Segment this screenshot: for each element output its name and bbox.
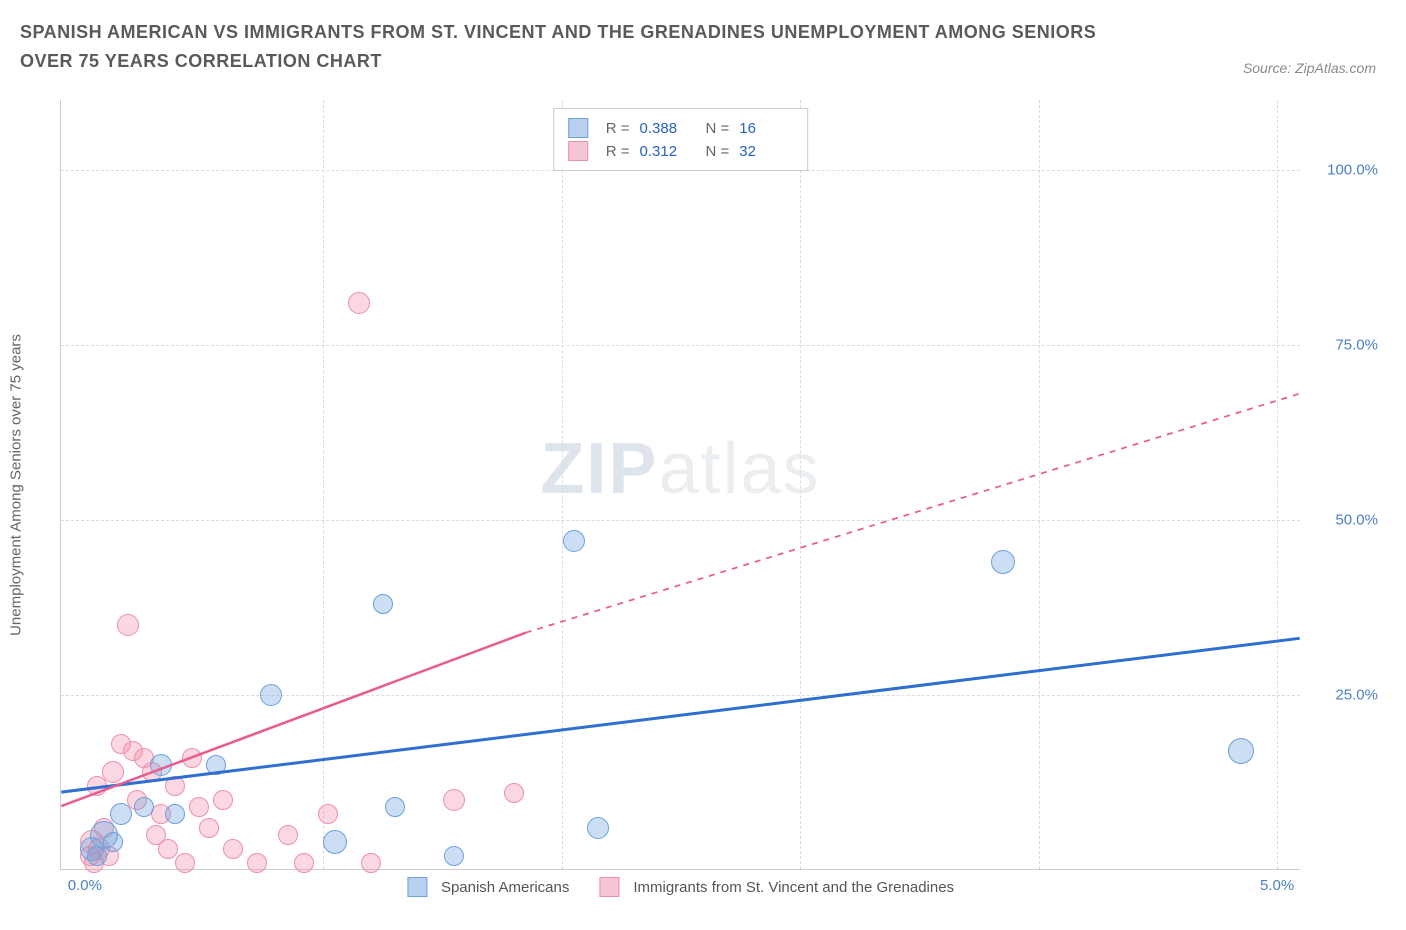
- swatch-series-0: [407, 877, 427, 897]
- scatter-point: [247, 853, 267, 873]
- n-value-1: 32: [739, 143, 793, 160]
- n-value-0: 16: [739, 120, 793, 137]
- swatch-series-1: [599, 877, 619, 897]
- gridline-vertical: [1039, 100, 1040, 869]
- gridline-vertical: [1277, 100, 1278, 869]
- scatter-point: [182, 748, 202, 768]
- scatter-point: [102, 761, 124, 783]
- scatter-point: [318, 804, 338, 824]
- y-tick-label: 25.0%: [1335, 687, 1378, 704]
- scatter-point: [103, 832, 123, 852]
- trend-line: [61, 633, 525, 806]
- scatter-point: [1228, 738, 1254, 764]
- gridline-horizontal: [61, 520, 1300, 521]
- scatter-point: [278, 825, 298, 845]
- scatter-point: [199, 818, 219, 838]
- r-value-0: 0.388: [640, 120, 694, 137]
- gridline-vertical: [323, 100, 324, 869]
- gridline-horizontal: [61, 695, 1300, 696]
- x-tick-label: 5.0%: [1260, 877, 1294, 894]
- trend-lines-layer: [61, 100, 1300, 869]
- scatter-point: [175, 853, 195, 873]
- trend-line: [526, 394, 1300, 633]
- scatter-point: [563, 530, 585, 552]
- scatter-point: [87, 776, 107, 796]
- chart-title: SPANISH AMERICAN VS IMMIGRANTS FROM ST. …: [20, 18, 1120, 76]
- scatter-point: [504, 783, 524, 803]
- correlation-legend: R = 0.388 N = 16 R = 0.312 N = 32: [553, 108, 809, 171]
- scatter-point: [444, 846, 464, 866]
- y-axis-label: Unemployment Among Seniors over 75 years: [8, 334, 25, 636]
- scatter-point: [158, 839, 178, 859]
- legend-row-series-1: R = 0.312 N = 32: [568, 141, 794, 161]
- r-label: R =: [606, 143, 630, 160]
- scatter-point: [443, 789, 465, 811]
- scatter-point: [206, 755, 226, 775]
- trend-line: [61, 638, 1299, 792]
- source-attribution: Source: ZipAtlas.com: [1243, 60, 1376, 76]
- scatter-point: [150, 754, 172, 776]
- watermark: ZIPatlas: [540, 428, 820, 510]
- legend-label-1: Immigrants from St. Vincent and the Gren…: [633, 879, 954, 896]
- scatter-point: [991, 550, 1015, 574]
- scatter-point: [361, 853, 381, 873]
- legend-label-0: Spanish Americans: [441, 879, 569, 896]
- watermark-light: atlas: [658, 429, 820, 509]
- scatter-point: [260, 684, 282, 706]
- r-value-1: 0.312: [640, 143, 694, 160]
- n-label: N =: [706, 143, 730, 160]
- scatter-point: [87, 846, 107, 866]
- plot-region: ZIPatlas Unemployment Among Seniors over…: [60, 100, 1300, 870]
- watermark-bold: ZIP: [540, 429, 658, 509]
- scatter-point: [110, 803, 132, 825]
- scatter-point: [385, 797, 405, 817]
- n-label: N =: [706, 120, 730, 137]
- swatch-series-1: [568, 141, 588, 161]
- scatter-point: [165, 776, 185, 796]
- scatter-point: [223, 839, 243, 859]
- gridline-vertical: [562, 100, 563, 869]
- scatter-point: [323, 830, 347, 854]
- scatter-point: [213, 790, 233, 810]
- legend-item-1: Immigrants from St. Vincent and the Gren…: [599, 877, 954, 897]
- swatch-series-0: [568, 118, 588, 138]
- scatter-point: [117, 614, 139, 636]
- scatter-point: [165, 804, 185, 824]
- scatter-point: [294, 853, 314, 873]
- x-tick-label: 0.0%: [68, 877, 102, 894]
- y-tick-label: 75.0%: [1335, 337, 1378, 354]
- chart-area: ZIPatlas Unemployment Among Seniors over…: [60, 100, 1380, 870]
- scatter-point: [189, 797, 209, 817]
- scatter-point: [373, 594, 393, 614]
- series-legend: Spanish Americans Immigrants from St. Vi…: [407, 877, 954, 897]
- scatter-point: [348, 292, 370, 314]
- y-tick-label: 100.0%: [1327, 162, 1378, 179]
- legend-row-series-0: R = 0.388 N = 16: [568, 118, 794, 138]
- r-label: R =: [606, 120, 630, 137]
- scatter-point: [587, 817, 609, 839]
- scatter-point: [134, 797, 154, 817]
- legend-item-0: Spanish Americans: [407, 877, 569, 897]
- gridline-vertical: [800, 100, 801, 869]
- gridline-horizontal: [61, 345, 1300, 346]
- y-tick-label: 50.0%: [1335, 512, 1378, 529]
